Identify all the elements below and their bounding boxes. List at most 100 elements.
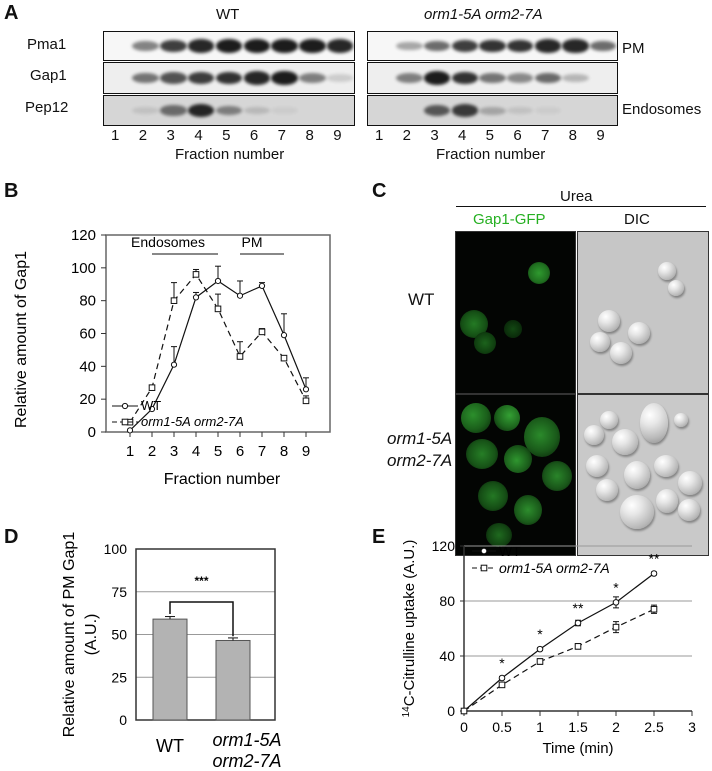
- category-label-mutant-1: orm1-5A: [212, 730, 281, 750]
- y-tick-label: 100: [71, 260, 96, 277]
- y-tick-label: 25: [111, 669, 127, 685]
- urea-condition-label: Urea: [560, 188, 593, 205]
- blot-band: [326, 74, 354, 82]
- data-point-wt: [498, 674, 506, 682]
- micrograph-mutant-gfp: [455, 394, 576, 556]
- data-point-wt: [126, 427, 134, 434]
- blot-label-pm: PM: [622, 40, 645, 57]
- x-tick-label: 9: [302, 443, 310, 460]
- blot-label-endosomes: Endosomes: [622, 101, 702, 118]
- blot-band: [215, 39, 243, 53]
- blot-band: [451, 71, 478, 85]
- data-point-mutant: [612, 623, 620, 631]
- data-point-mutant: [258, 328, 266, 336]
- x-tick-label: 6: [236, 443, 244, 460]
- y-tick-label: 40: [439, 648, 455, 664]
- micrograph-wt-dic: [577, 231, 709, 394]
- significance-marker: *: [613, 579, 619, 595]
- x-tick-label: 2: [612, 719, 620, 735]
- y-axis-title: Relative amount of Gap1: [13, 251, 30, 428]
- gfp-cell: [524, 417, 560, 457]
- blot-band: [451, 39, 478, 53]
- data-point-wt: [258, 282, 266, 289]
- blot-row-label-gap1: Gap1: [30, 67, 67, 84]
- fraction-number-label: 7: [541, 127, 550, 144]
- x-tick-label: 3: [170, 443, 178, 460]
- fraction-number-label: 8: [568, 127, 577, 144]
- gfp-cell: [466, 439, 498, 469]
- gfp-cell: [504, 445, 532, 473]
- fraction-number-label: 7: [277, 127, 286, 144]
- panel-c-letter: C: [372, 180, 387, 202]
- x-axis-title: Time (min): [542, 740, 613, 757]
- dic-cell: [624, 461, 650, 489]
- y-tick-label: 75: [111, 584, 127, 600]
- y-axis-title-superscript: 14: [401, 706, 412, 718]
- x-tick-label: 3: [688, 719, 696, 735]
- y-axis-title: 14C-Citrulline uptake (A.U.): [401, 540, 418, 718]
- legend-label-mutant: orm1-5A orm2-7A: [141, 414, 244, 429]
- dic-cell: [620, 495, 654, 529]
- category-label-mutant-2: orm2-7A: [212, 751, 281, 771]
- blot-band: [132, 41, 159, 51]
- blot-band: [243, 71, 270, 85]
- legend-marker-mutant: [480, 564, 488, 572]
- data-point-wt: [612, 599, 620, 606]
- y-axis-title-1: Relative amount of PM Gap1: [61, 532, 78, 738]
- series-line-wt: [463, 573, 655, 712]
- dic-cell: [628, 322, 650, 344]
- blot-band: [479, 106, 506, 115]
- data-point-wt: [574, 619, 582, 627]
- dic-cell: [658, 262, 676, 280]
- blot-band: [534, 72, 561, 84]
- blot-row-label-pep12: Pep12: [25, 99, 69, 116]
- fraction-number-label: 2: [138, 127, 148, 144]
- gfp-cell: [486, 523, 512, 547]
- gfp-cell: [474, 332, 496, 354]
- fraction-number-label: 4: [458, 127, 467, 144]
- y-tick-label: 100: [104, 541, 128, 557]
- fraction-number-label: 9: [596, 127, 605, 144]
- gfp-cell: [504, 320, 522, 338]
- blot-band: [160, 39, 187, 53]
- blot-band: [507, 107, 534, 114]
- gfp-cell: [478, 481, 508, 511]
- blot-strip: [103, 62, 355, 94]
- blot-band: [188, 39, 215, 53]
- gfp-cell: [528, 262, 550, 284]
- blot-band: [396, 73, 423, 83]
- dic-cell: [656, 489, 678, 513]
- blot-strip: [367, 95, 618, 126]
- blot-band: [479, 39, 506, 53]
- blot-band: [160, 72, 187, 84]
- dic-cell: [640, 403, 668, 443]
- dic-cell: [678, 471, 702, 495]
- blot-band: [590, 40, 617, 52]
- fraction-number-label: 4: [194, 127, 203, 144]
- y-tick-label: 20: [79, 391, 96, 408]
- significance-marker: **: [649, 551, 660, 567]
- legend-marker-mutant: [121, 418, 129, 426]
- blot-strip: [103, 31, 355, 61]
- citrulline-uptake-chart: 0 40 80 120 0 0.5 1 1.5 2 2.5 3 Time (min) 14C-Citru…: [401, 538, 696, 757]
- significance-marker: *: [499, 655, 505, 671]
- x-tick-label: 0.5: [492, 719, 512, 735]
- gap1-fraction-chart: 0 20 40 60 80 100 120 1 2 3 4 5 6 7 8 9 Fraction number R…: [13, 227, 331, 488]
- panel-b-letter: B: [4, 180, 19, 202]
- data-point-wt: [170, 361, 178, 368]
- data-point-mutant: [192, 271, 200, 278]
- fraction-number-label: 5: [485, 127, 494, 144]
- dic-cell: [610, 342, 632, 364]
- blot-band: [424, 104, 451, 117]
- legend-label-wt: WT: [141, 398, 161, 413]
- x-tick-label: 2.5: [644, 719, 664, 735]
- blot-band: [479, 72, 506, 84]
- bar-mutant: [215, 639, 251, 721]
- x-tick-label: 1.5: [568, 719, 588, 735]
- panel-a-wt-title: WT: [216, 6, 240, 23]
- data-point-mutant: [170, 297, 178, 304]
- micrograph-row-label-wt: WT: [408, 290, 435, 309]
- y-tick-label: 120: [71, 227, 96, 244]
- blot-band: [534, 39, 561, 53]
